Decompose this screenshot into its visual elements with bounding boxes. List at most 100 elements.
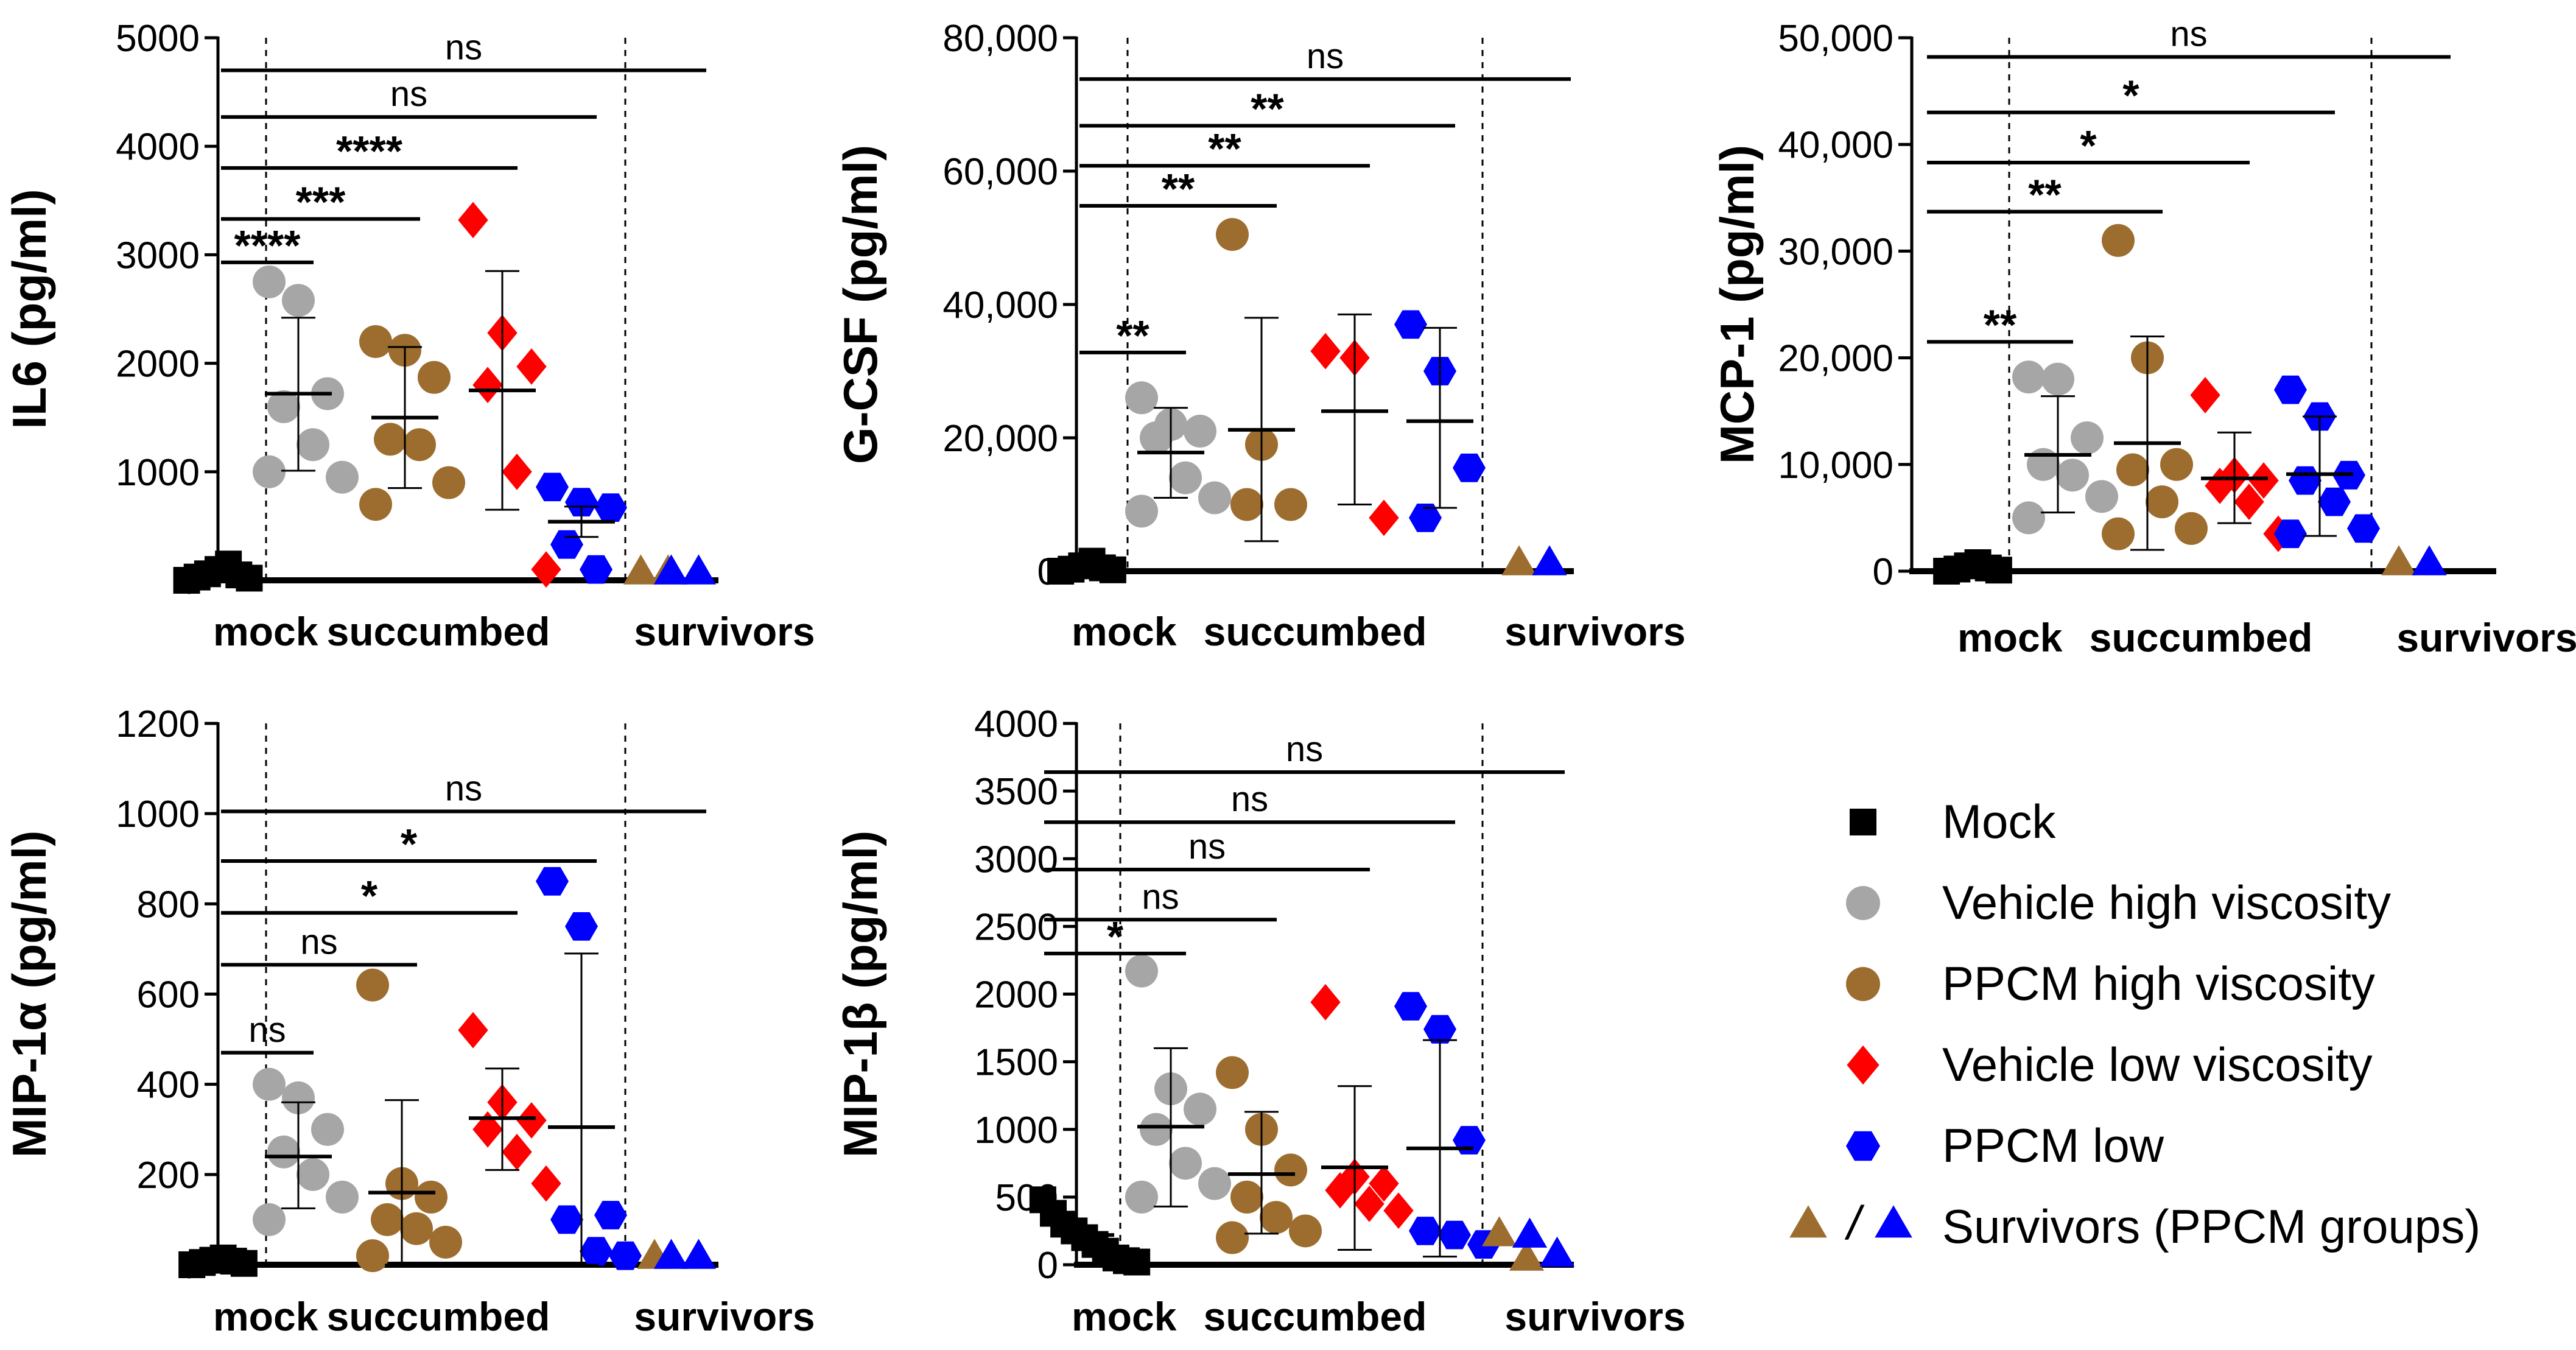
data-point-ppcm-high-viscosity bbox=[359, 325, 392, 358]
legend-item-survivors-ppcm-groups: / Survivors (PPCM groups) bbox=[1789, 1196, 2480, 1253]
data-point-survivors-blue bbox=[681, 1239, 717, 1269]
data-point-vehicle-high-viscosity bbox=[253, 1203, 286, 1236]
significance-label: ** bbox=[1162, 165, 1195, 213]
significance-label: ns bbox=[1286, 729, 1323, 769]
y-axis-label: MIP-1β (pg/ml) bbox=[834, 831, 887, 1158]
data-point-vehicle-high-viscosity bbox=[2056, 459, 2089, 492]
significance-label: ns bbox=[300, 922, 337, 962]
data-point-vehicle-low-viscosity bbox=[458, 1011, 488, 1049]
significance-label: **** bbox=[336, 127, 403, 175]
y-tick-label: 3000 bbox=[116, 234, 200, 276]
group-label-survivors: survivors bbox=[1504, 609, 1685, 654]
data-point-ppcm-low bbox=[2274, 375, 2307, 404]
y-tick-label: 0 bbox=[1873, 551, 1893, 593]
data-point-vehicle-low-viscosity bbox=[1310, 983, 1341, 1021]
data-point-ppcm-low bbox=[580, 1237, 612, 1266]
data-point-vehicle-high-viscosity bbox=[253, 265, 286, 298]
data-point-ppcm-low bbox=[536, 473, 569, 502]
data-point-vehicle-low-viscosity bbox=[472, 1111, 503, 1148]
data-point-mock bbox=[1985, 557, 2012, 584]
legend-marker-ppcm-low bbox=[1846, 1131, 1880, 1161]
y-tick-label: 30,000 bbox=[1778, 231, 1893, 273]
data-point-survivors-brown bbox=[1501, 545, 1537, 575]
data-point-vehicle-low-viscosity bbox=[1369, 499, 1399, 536]
y-tick-label: 1000 bbox=[974, 1109, 1058, 1151]
chart-panel-mcp-1: 0 10,000 20,000 30,000 40,000 50,000 MCP-1 (pg… bbox=[1710, 15, 2576, 660]
data-point-vehicle-high-viscosity bbox=[297, 1158, 329, 1191]
data-point-vehicle-high-viscosity bbox=[2085, 480, 2118, 513]
y-tick-label: 20,000 bbox=[942, 418, 1058, 460]
data-point-ppcm-low bbox=[550, 1205, 583, 1234]
data-point-vehicle-high-viscosity bbox=[1198, 1167, 1231, 1200]
data-point-ppcm-low bbox=[1453, 1126, 1486, 1155]
data-point-survivors-brown bbox=[623, 554, 659, 585]
data-point-survivors-blue bbox=[653, 554, 689, 585]
y-tick-label: 50,000 bbox=[1778, 18, 1893, 60]
data-point-ppcm-low bbox=[565, 912, 598, 941]
data-point-vehicle-high-viscosity bbox=[1140, 421, 1173, 454]
data-point-ppcm-high-viscosity bbox=[2146, 485, 2178, 519]
data-point-vehicle-low-viscosity bbox=[458, 202, 488, 239]
y-tick-label: 80,000 bbox=[942, 18, 1058, 60]
data-point-vehicle-high-viscosity bbox=[2027, 448, 2060, 481]
data-point-ppcm-high-viscosity bbox=[1260, 1201, 1293, 1234]
data-point-vehicle-high-viscosity bbox=[326, 1180, 359, 1214]
legend-separator: / bbox=[1844, 1196, 1865, 1250]
data-point-ppcm-low bbox=[1453, 453, 1486, 482]
group-label-succumbed: succumbed bbox=[1204, 609, 1427, 654]
data-point-vehicle-low-viscosity bbox=[531, 1165, 561, 1202]
data-point-vehicle-high-viscosity bbox=[1169, 461, 1202, 494]
significance-label: ns bbox=[445, 768, 482, 808]
data-point-ppcm-high-viscosity bbox=[1274, 1153, 1307, 1187]
group-label-succumbed: succumbed bbox=[1204, 1294, 1427, 1339]
data-point-mock bbox=[1123, 1248, 1151, 1276]
data-point-ppcm-high-viscosity bbox=[1216, 1221, 1249, 1254]
legend-marker-vehicle-high-viscosity bbox=[1846, 886, 1880, 920]
data-point-survivors-blue bbox=[653, 1239, 689, 1269]
data-point-vehicle-high-viscosity bbox=[267, 390, 300, 423]
data-point-survivors-blue bbox=[681, 554, 717, 585]
y-tick-label: 3000 bbox=[974, 838, 1058, 881]
data-point-ppcm-high-viscosity bbox=[1230, 1180, 1263, 1214]
data-point-vehicle-low-viscosity bbox=[472, 367, 503, 404]
data-point-ppcm-high-viscosity bbox=[1230, 488, 1263, 521]
group-label-mock: mock bbox=[1072, 609, 1177, 654]
data-point-ppcm-high-viscosity bbox=[356, 968, 389, 1002]
data-point-vehicle-low-viscosity bbox=[1383, 1192, 1414, 1229]
legend-item-vehicle-low-viscosity: Vehicle low viscosity bbox=[1847, 1038, 2373, 1091]
data-point-ppcm-low bbox=[1438, 1220, 1471, 1250]
data-point-vehicle-low-viscosity bbox=[502, 1133, 532, 1170]
y-tick-label: 1200 bbox=[116, 703, 200, 745]
significance-label: ns bbox=[1231, 779, 1268, 819]
data-point-vehicle-high-viscosity bbox=[267, 1135, 300, 1169]
legend-label: Mock bbox=[1942, 795, 2056, 848]
y-tick-label: 1000 bbox=[116, 793, 200, 835]
data-point-vehicle-low-viscosity bbox=[2205, 467, 2235, 504]
chart-panel-mip-1: 020040060080010001200MIP-1α (pg/ml)mocks… bbox=[2, 703, 815, 1339]
group-label-survivors: survivors bbox=[634, 1294, 815, 1339]
data-point-ppcm-low bbox=[594, 493, 627, 522]
data-point-vehicle-high-viscosity bbox=[1140, 1113, 1173, 1146]
significance-label: ns bbox=[1142, 877, 1179, 916]
data-point-ppcm-low bbox=[1409, 1217, 1442, 1245]
data-point-survivors-blue bbox=[1539, 1236, 1575, 1267]
data-point-survivors-brown bbox=[2381, 545, 2416, 575]
data-point-ppcm-high-viscosity bbox=[432, 466, 465, 499]
data-point-vehicle-low-viscosity bbox=[516, 348, 547, 385]
y-tick-label: 40,000 bbox=[942, 284, 1058, 326]
data-point-survivors-blue bbox=[2412, 545, 2447, 575]
significance-label: ** bbox=[1116, 312, 1149, 359]
data-point-vehicle-high-viscosity bbox=[2012, 501, 2045, 535]
legend-item-vehicle-high-viscosity: Vehicle high viscosity bbox=[1846, 876, 2391, 929]
legend-label: PPCM low bbox=[1942, 1119, 2164, 1172]
data-point-ppcm-high-viscosity bbox=[359, 488, 392, 521]
y-tick-label: 60,000 bbox=[942, 151, 1058, 193]
data-point-ppcm-low bbox=[2274, 519, 2307, 549]
data-point-vehicle-low-viscosity bbox=[2234, 483, 2264, 521]
legend-label: Survivors (PPCM groups) bbox=[1942, 1200, 2480, 1253]
data-point-vehicle-high-viscosity bbox=[1184, 415, 1216, 448]
data-point-ppcm-low bbox=[2347, 514, 2380, 543]
group-label-mock: mock bbox=[213, 1294, 318, 1339]
legend-marker-mock bbox=[1850, 809, 1876, 835]
data-point-survivors-brown bbox=[1509, 1240, 1545, 1271]
